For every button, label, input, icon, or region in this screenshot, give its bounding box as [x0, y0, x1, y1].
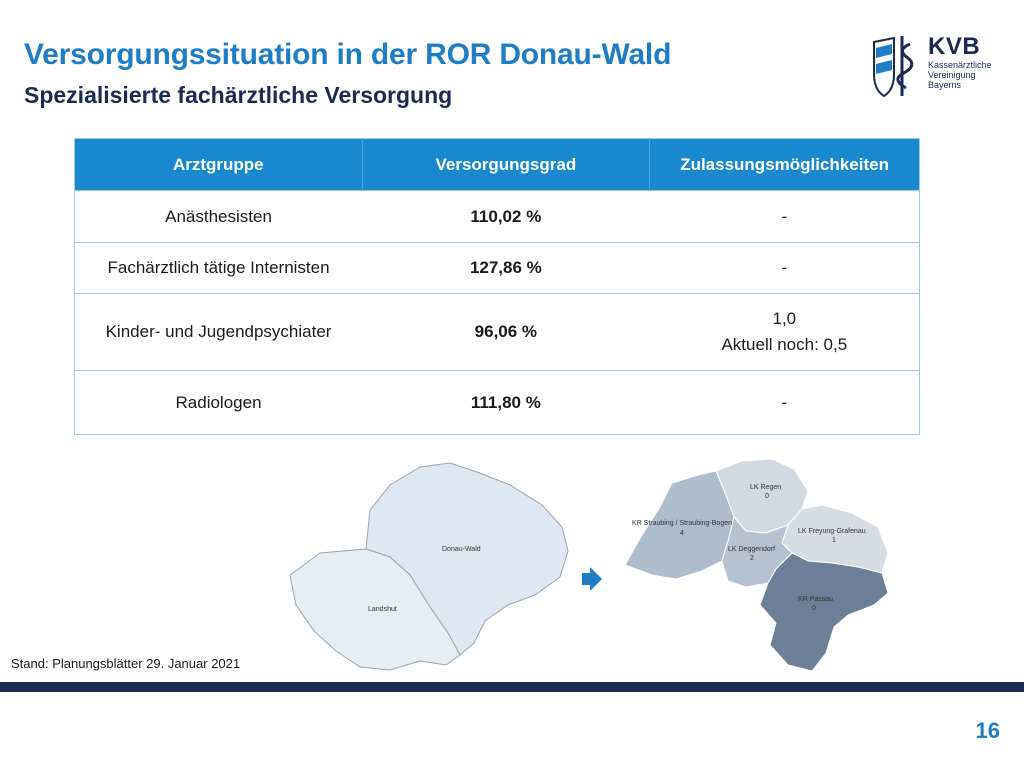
kvb-logo: KVB Kassenärztliche Vereinigung Bayerns	[872, 34, 1002, 98]
footer-bar	[0, 682, 1024, 692]
cell-versorgungsgrad: 111,80 %	[362, 370, 650, 435]
logo-line-3: Bayerns	[928, 80, 962, 90]
cell-zulassung: -	[649, 370, 920, 435]
map-value-deggendorf: 2	[750, 555, 754, 562]
map-label-deggendorf: LK Deggendorf	[728, 546, 775, 553]
stand-footnote: Stand: Planungsblätter 29. Januar 2021	[11, 656, 241, 671]
table-row: Fachärztlich tätige Internisten 127,86 %…	[74, 242, 920, 294]
table-row: Kinder- und Jugendpsychiater 96,06 % 1,0…	[74, 293, 920, 371]
logo-line-1: Kassenärztliche	[928, 60, 992, 70]
table-header-row: Arztgruppe Versorgungsgrad Zulassungsmög…	[74, 138, 920, 191]
page-number: 16	[975, 718, 1000, 743]
logo-line-2: Vereinigung	[928, 70, 976, 80]
map-left: Donau-Wald Landshut	[289, 462, 569, 671]
cell-zulassung: -	[649, 190, 920, 243]
logo-name: KVB	[928, 33, 981, 60]
map-label-straubing: KR Straubing / Straubing-Bogen	[632, 520, 732, 527]
cell-zulassung: -	[649, 242, 920, 294]
map-label-landshut: Landshut	[368, 606, 397, 613]
versorgung-table: Arztgruppe Versorgungsgrad Zulassungsmög…	[74, 138, 920, 435]
map-region-landshut	[289, 548, 461, 671]
table-row: Radiologen 111,80 % -	[74, 370, 920, 435]
map-label-regen: LK Regen	[750, 484, 781, 491]
column-header-versorgungsgrad: Versorgungsgrad	[362, 138, 651, 191]
cell-arztgruppe: Fachärztlich tätige Internisten	[74, 242, 363, 294]
page-title: Versorgungssituation in der ROR Donau-Wa…	[24, 38, 672, 71]
cell-arztgruppe: Kinder- und Jugendpsychiater	[74, 293, 363, 371]
table-row: Anästhesisten 110,02 % -	[74, 190, 920, 243]
column-header-arztgruppe: Arztgruppe	[74, 138, 363, 191]
map-right: LK Regen 0 KR Straubing / Straubing-Boge…	[624, 458, 889, 672]
map-value-regen: 0	[765, 493, 769, 500]
cell-versorgungsgrad: 127,86 %	[362, 242, 650, 294]
cell-zulassung-line-2: Aktuell noch: 0,5	[721, 335, 848, 354]
map-value-freyung: 1	[832, 537, 836, 544]
arrow-right-icon	[582, 567, 602, 591]
map-label-passau: KR Passau	[798, 596, 833, 603]
kvb-emblem-icon	[873, 36, 914, 98]
cell-arztgruppe: Radiologen	[74, 370, 363, 435]
column-header-zulassung: Zulassungsmöglichkeiten	[649, 138, 920, 191]
map-label-donau-wald: Donau-Wald	[442, 546, 481, 553]
map-value-passau: 0	[812, 605, 816, 612]
map-region-deggendorf	[721, 515, 793, 588]
map-region-passau	[759, 552, 889, 672]
cell-zulassung-line-1: 1,0	[772, 309, 797, 328]
cell-versorgungsgrad: 110,02 %	[362, 190, 650, 243]
map-label-freyung: LK Freyung-Grafenau	[798, 528, 866, 535]
cell-arztgruppe: Anästhesisten	[74, 190, 363, 243]
cell-versorgungsgrad: 96,06 %	[362, 293, 650, 371]
region-maps: Donau-Wald Landshut LK Regen 0 KR Straub…	[289, 458, 889, 672]
page-subtitle: Spezialisierte fachärztliche Versorgung	[24, 82, 453, 108]
map-value-straubing: 4	[680, 530, 684, 537]
cell-zulassung: 1,0 Aktuell noch: 0,5	[649, 293, 920, 371]
